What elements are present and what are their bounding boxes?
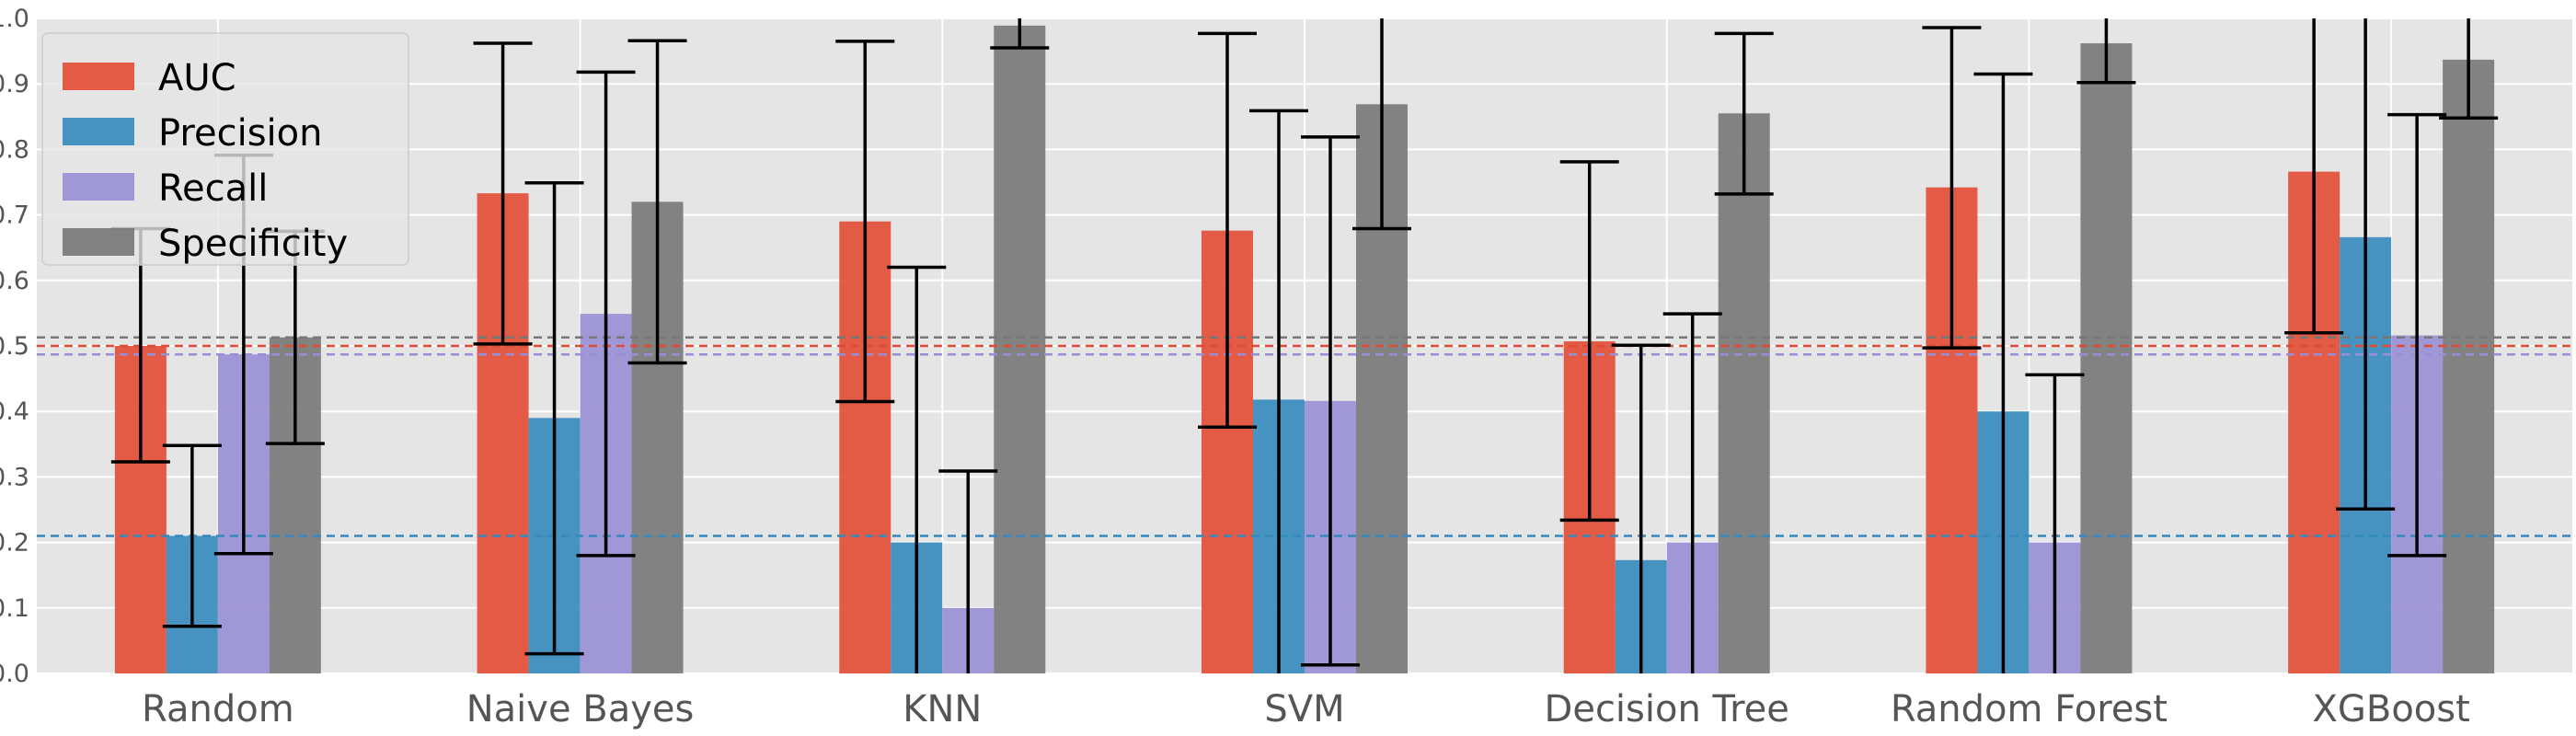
x-tick-label: SVM	[1264, 688, 1344, 730]
y-tick-label: 0.7	[0, 201, 29, 230]
x-tick-label: Decision Tree	[1545, 688, 1789, 730]
legend-label-auc: AUC	[158, 57, 236, 99]
legend-swatch-auc	[63, 63, 134, 90]
bar-specificity	[2443, 59, 2495, 673]
y-tick-label: 0.4	[0, 397, 29, 426]
legend-swatch-precision	[63, 118, 134, 145]
legend-swatch-specificity	[63, 228, 134, 256]
x-tick-label: Random Forest	[1891, 688, 2168, 730]
x-tick-label: XGBoost	[2312, 688, 2469, 730]
y-tick-label: 0.2	[0, 529, 29, 558]
y-tick-label: 0.8	[0, 135, 29, 164]
y-tick-label: 0.0	[0, 660, 29, 688]
legend-label-precision: Precision	[158, 112, 322, 155]
legend-box	[41, 32, 409, 266]
x-tick-label: KNN	[903, 688, 982, 730]
legend-swatch-recall	[63, 173, 134, 201]
x-tick-label: Random	[142, 688, 294, 730]
y-tick-label: 0.9	[0, 70, 29, 98]
y-tick-label: 0.1	[0, 594, 29, 623]
x-tick-label: Naive Bayes	[466, 688, 695, 730]
y-tick-label: 0.6	[0, 267, 29, 295]
y-tick-label: 0.5	[0, 332, 29, 361]
bar-specificity	[994, 25, 1046, 673]
legend-label-specificity: Specificity	[158, 223, 348, 265]
legend-label-recall: Recall	[158, 167, 268, 210]
y-tick-label: 0.3	[0, 463, 29, 491]
y-tick-label: 1.0	[0, 5, 29, 33]
bar-specificity	[2080, 43, 2133, 673]
bar-specificity	[1718, 113, 1770, 674]
